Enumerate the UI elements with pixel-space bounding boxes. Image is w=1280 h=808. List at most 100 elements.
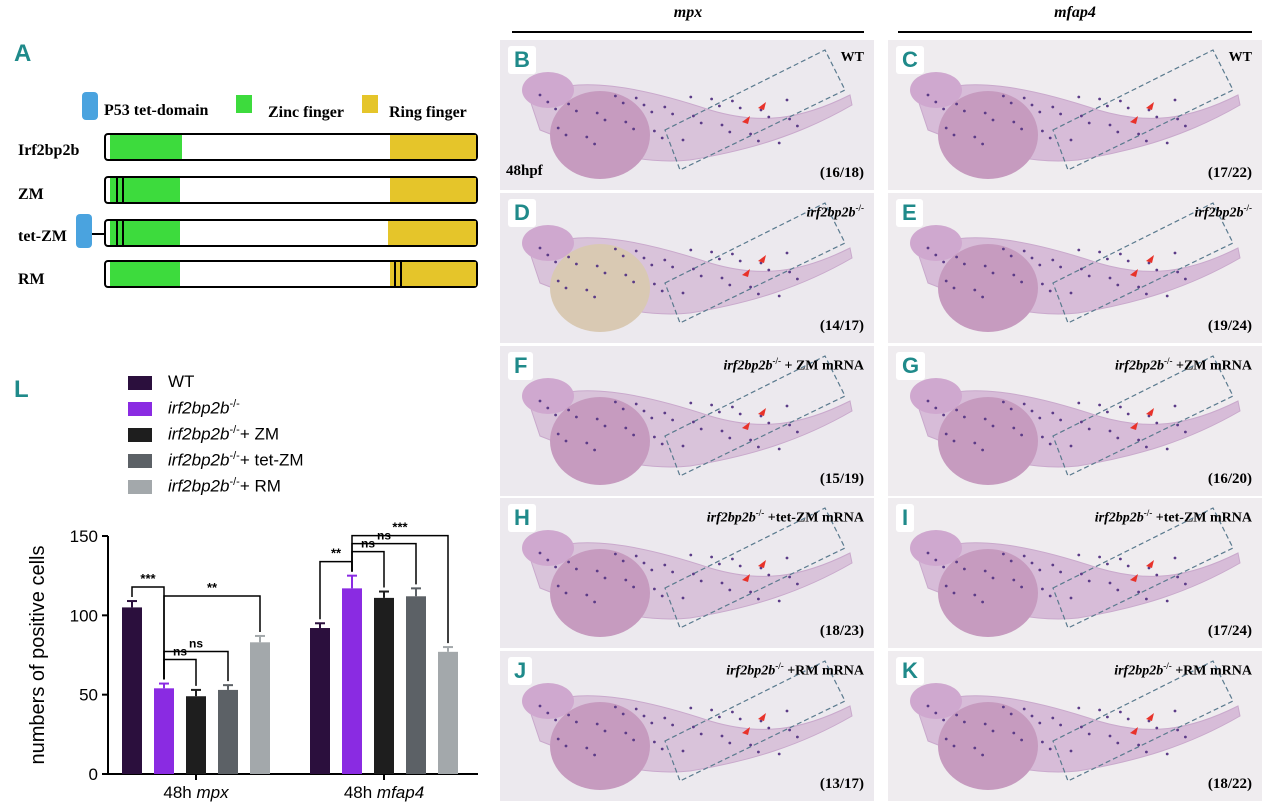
ring-finger-domain	[390, 135, 476, 159]
embryo-drawing	[500, 651, 874, 801]
red-arrow-marker	[1130, 422, 1138, 430]
construct-label: tet-ZM	[18, 228, 67, 245]
embryo-drawing	[888, 40, 1262, 190]
bar	[250, 642, 270, 774]
construct-zm	[104, 176, 478, 204]
embryo-count: (16/18)	[819, 165, 864, 181]
embryo-count: (15/19)	[819, 471, 864, 487]
mutation-mark	[394, 262, 396, 286]
mutation-mark	[400, 262, 402, 286]
panel-letter: J	[508, 657, 533, 685]
bar-chart: 0 50 100 150 numbers of positive cells 48h mp…	[27, 520, 478, 802]
panel-letter: H	[508, 504, 536, 532]
significance-label: ***	[140, 571, 156, 586]
panel-letter: B	[508, 46, 536, 74]
construct-label: ZM	[18, 186, 44, 203]
red-arrow-marker	[1130, 116, 1138, 124]
bar	[310, 628, 330, 774]
y-tick-label: 150	[70, 527, 98, 546]
column-rule-mfap4	[898, 31, 1252, 33]
significance-label: **	[331, 546, 342, 561]
condition-label: irf2bp2b-/-	[1194, 203, 1253, 221]
red-arrow-marker	[1146, 255, 1154, 263]
y-tick-label: 50	[79, 686, 98, 705]
red-arrow-marker	[742, 269, 750, 277]
legend-label-ring: Ring finger	[389, 104, 467, 121]
panel-letter: C	[896, 46, 924, 74]
embryo-photo-b: B WT (16/18) 48hpf	[500, 40, 874, 190]
legend-swatch	[128, 376, 152, 390]
embryo-count: (17/22)	[1207, 165, 1252, 181]
legend-swatch-ring	[362, 95, 378, 113]
red-arrow-marker	[742, 727, 750, 735]
embryo-photo-c: C WT (17/22)	[888, 40, 1262, 190]
construct-irf2bp2b	[104, 133, 478, 161]
red-arrow-marker	[1146, 408, 1154, 416]
significance-label: ***	[392, 520, 408, 535]
significance-label: **	[207, 580, 218, 595]
embryo-count: (17/24)	[1207, 623, 1252, 639]
x-tick-label: 48h mpx	[163, 783, 229, 802]
embryo-count: (16/20)	[1207, 471, 1252, 487]
tet-domain	[76, 214, 92, 248]
condition-label: irf2bp2b-/- +RM mRNA	[726, 661, 864, 679]
embryo-drawing	[500, 40, 874, 190]
column-header-mpx: mpx	[673, 4, 703, 21]
red-arrow-marker	[758, 713, 766, 721]
panel-a-letter: A	[14, 40, 32, 67]
bar	[154, 688, 174, 774]
significance-bracket	[163, 595, 261, 680]
embryo-count: (14/17)	[819, 318, 864, 334]
red-arrow-marker	[742, 422, 750, 430]
panel-letter: I	[896, 504, 915, 532]
bar	[186, 696, 206, 774]
red-arrow-marker	[1146, 102, 1154, 110]
red-arrow-marker	[758, 255, 766, 263]
embryo-count: (18/22)	[1207, 776, 1252, 792]
construct-label: Irf2bp2b	[18, 142, 80, 159]
ring-finger-domain	[390, 262, 476, 286]
condition-label: irf2bp2b-/- +RM mRNA	[1114, 661, 1252, 679]
bar	[438, 651, 458, 774]
zinc-finger-domain	[110, 178, 180, 202]
legend-swatch-p53	[82, 92, 98, 120]
embryo-drawing	[888, 346, 1262, 496]
mutation-mark	[116, 178, 118, 202]
significance-bracket	[163, 658, 197, 686]
x-tick-label: 48h mfap4	[344, 783, 424, 802]
embryo-drawing	[500, 498, 874, 648]
legend-swatch	[128, 454, 152, 468]
legend-text: irf2bp2b-/-+ tet-ZM	[168, 450, 304, 470]
bar	[218, 689, 238, 774]
red-arrow-marker	[758, 408, 766, 416]
embryo-drawing	[888, 193, 1262, 343]
zinc-finger-domain	[110, 262, 180, 286]
condition-label: WT	[840, 50, 864, 65]
legend-text: irf2bp2b-/-+ ZM	[168, 424, 280, 444]
ring-finger-domain	[388, 221, 476, 245]
construct-rm	[104, 260, 478, 288]
legend-swatch	[128, 402, 152, 416]
red-arrow-marker	[758, 560, 766, 568]
bar	[122, 607, 142, 774]
panel-letter: E	[896, 199, 923, 227]
legend-text: irf2bp2b-/-	[168, 398, 240, 418]
column-header-mfap4: mfap4	[1054, 4, 1096, 21]
y-tick-label: 100	[70, 606, 98, 625]
zinc-finger-domain	[110, 135, 182, 159]
embryo-drawing	[888, 498, 1262, 648]
panel-letter: D	[508, 199, 536, 227]
legend-swatch	[128, 480, 152, 494]
mutation-mark	[122, 178, 124, 202]
legend-swatch-zinc	[236, 95, 252, 113]
condition-label: WT	[1228, 50, 1252, 65]
condition-label: irf2bp2b-/- +tet-ZM mRNA	[1094, 508, 1252, 526]
panel-letter: K	[896, 657, 924, 685]
